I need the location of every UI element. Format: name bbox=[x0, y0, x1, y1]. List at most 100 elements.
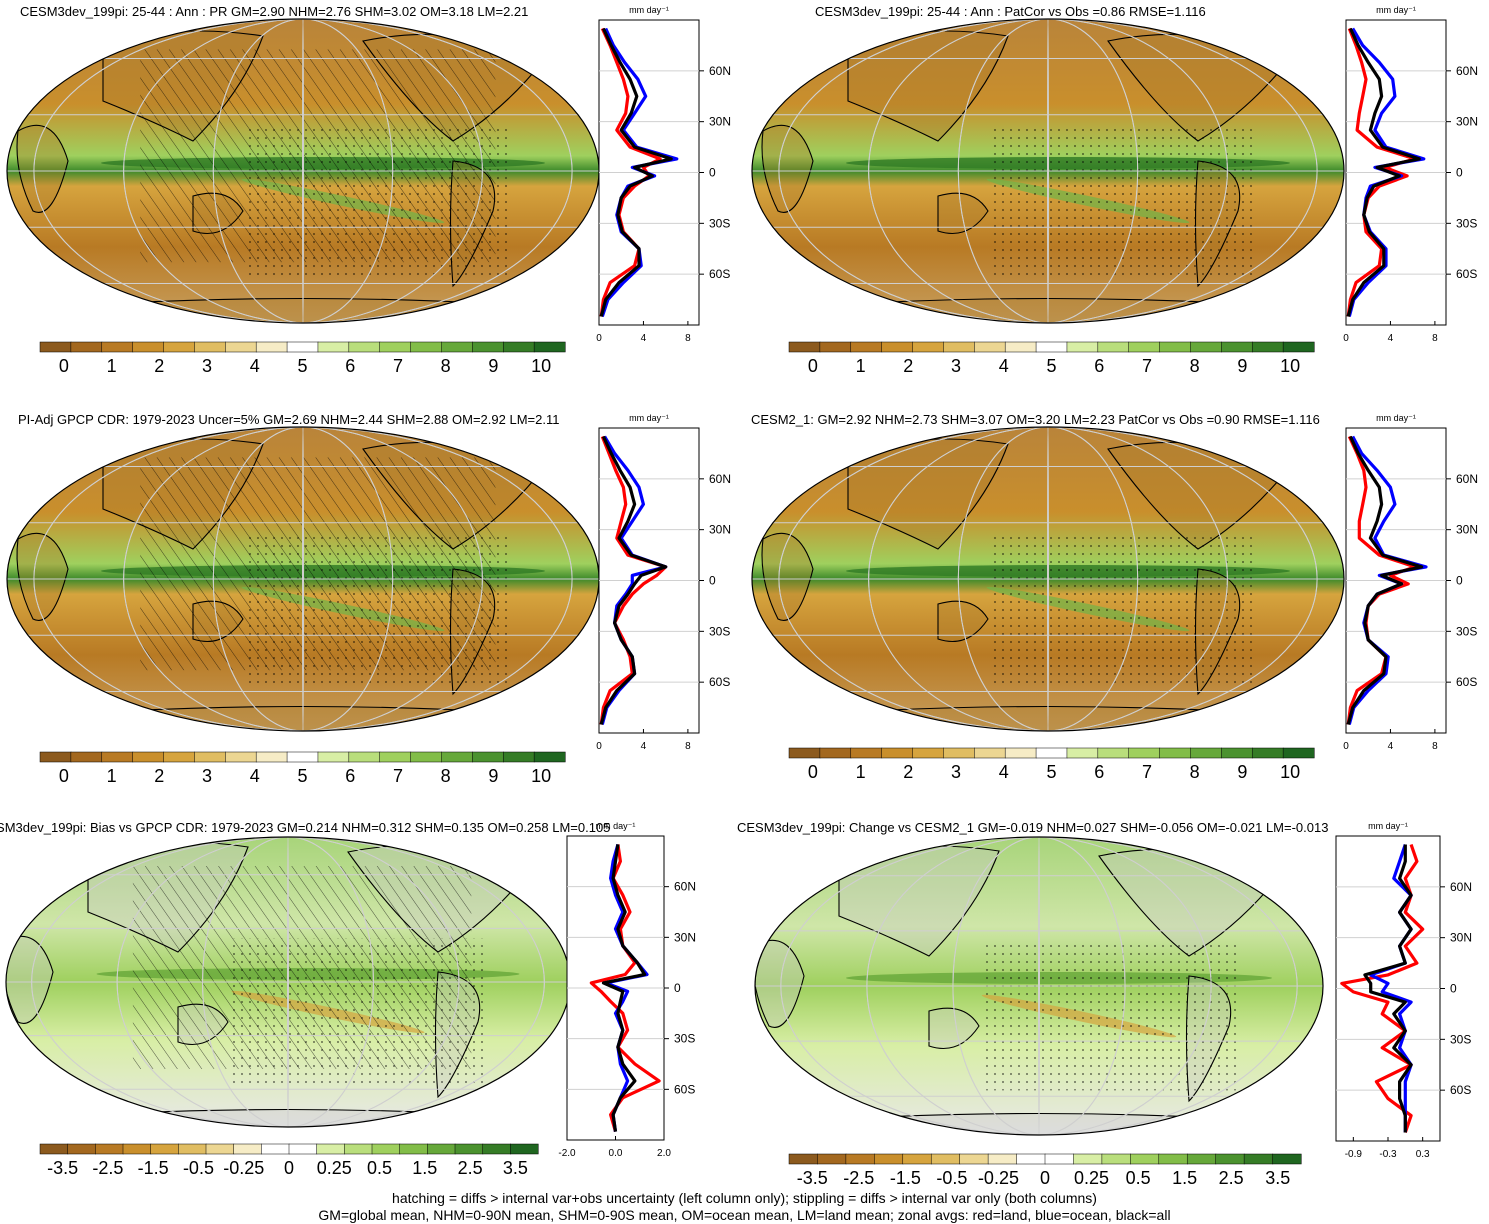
colorbar-swatch bbox=[194, 341, 226, 353]
colorbar-swatch bbox=[261, 1143, 290, 1155]
zonal-ytick-label: 30S bbox=[1456, 216, 1477, 230]
panel-figure: -3.5 -2.5 -1.5 -0.5 -0.25 0 0.25 0.5 1.5 2.5 3.5 60… bbox=[5, 821, 696, 1178]
colorbar-swatch bbox=[1190, 341, 1222, 353]
colorbar-tick-label: -3.5 bbox=[47, 1158, 78, 1178]
zonal-ytick-label: 60S bbox=[709, 267, 730, 281]
colorbar-swatch bbox=[410, 341, 443, 353]
colorbar-swatch bbox=[1004, 747, 1037, 759]
colorbar-tick-label: 0 bbox=[59, 766, 69, 786]
colorbar-swatch bbox=[454, 1143, 484, 1155]
continent-africa bbox=[761, 532, 814, 621]
continent-africa bbox=[6, 935, 54, 1024]
map bbox=[755, 837, 1323, 1135]
colorbar-tick-label: -0.5 bbox=[183, 1158, 214, 1178]
zonal-xtick-label: 0 bbox=[596, 333, 602, 344]
zonal-xtick-label: 0 bbox=[1343, 741, 1349, 752]
zonal-xtick-label: 4 bbox=[1388, 741, 1394, 752]
colorbar-swatch bbox=[482, 1143, 511, 1155]
panel-title: CESM2_1: GM=2.92 NHM=2.73 SHM=3.07 OM=3.… bbox=[751, 412, 1320, 427]
map bbox=[752, 19, 1344, 323]
zonal-series-land bbox=[599, 435, 668, 725]
colorbar-swatch bbox=[163, 341, 195, 353]
graticule-meridian bbox=[957, 427, 1139, 731]
zonal-series-all bbox=[1363, 844, 1413, 1133]
zonal-xtick-label: 8 bbox=[685, 741, 691, 752]
graticule-meridian bbox=[1047, 19, 1049, 323]
colorbar-tick-label: 4 bbox=[250, 766, 260, 786]
colorbar-tick-label: 1 bbox=[856, 762, 866, 782]
colorbar-swatch bbox=[1190, 747, 1222, 759]
zonal-ytick-label: 30S bbox=[709, 216, 730, 230]
colorbar-swatch bbox=[1004, 341, 1037, 353]
colorbar-swatch bbox=[1097, 747, 1130, 759]
colorbar-swatch bbox=[410, 751, 443, 763]
colorbar-swatch bbox=[902, 1153, 932, 1165]
colorbar-swatch bbox=[1272, 1153, 1302, 1165]
colorbar-swatch bbox=[348, 751, 381, 763]
colorbar-tick-label: 9 bbox=[1237, 356, 1247, 376]
colorbar-tick-label: 1 bbox=[107, 356, 117, 376]
colorbar-swatch bbox=[845, 1153, 875, 1165]
colorbar-swatch bbox=[819, 341, 852, 353]
colorbar-swatch bbox=[122, 1143, 152, 1155]
colorbar-swatch bbox=[194, 751, 226, 763]
colorbar-swatch bbox=[1251, 341, 1284, 353]
colorbar-tick-label: 10 bbox=[531, 766, 551, 786]
colorbar-swatch bbox=[874, 1153, 904, 1165]
zonal-ytick-label: 60S bbox=[1456, 267, 1477, 281]
graticule-meridian bbox=[33, 427, 573, 731]
continent-africa bbox=[16, 532, 69, 621]
continent-australia bbox=[928, 1007, 980, 1050]
colorbar-tick-label: 10 bbox=[1280, 762, 1300, 782]
colorbar-swatch bbox=[288, 1143, 318, 1155]
zonal-unit-label: mm day⁻¹ bbox=[1376, 5, 1416, 15]
zonal-xtick-label: -0.9 bbox=[1345, 1149, 1363, 1160]
zonal-ytick-label: 30N bbox=[1456, 523, 1478, 537]
colorbar-tick-label: 3 bbox=[202, 356, 212, 376]
colorbar-tick-label: 7 bbox=[1142, 762, 1152, 782]
colorbar-tick-label: 3.5 bbox=[503, 1158, 528, 1178]
graticule-meridian bbox=[1047, 427, 1049, 731]
zonal-ytick-label: 30N bbox=[709, 523, 731, 537]
colorbar-swatch bbox=[974, 341, 1006, 353]
colorbar-swatch bbox=[912, 341, 944, 353]
colorbar-swatch bbox=[441, 751, 473, 763]
colorbar-tick-label: -1.5 bbox=[890, 1168, 921, 1188]
colorbar-swatch bbox=[472, 751, 504, 763]
zonal-ytick-label: 0 bbox=[1450, 982, 1457, 996]
colorbar-tick-label: 6 bbox=[1094, 356, 1104, 376]
colorbar-tick-label: 5 bbox=[1046, 762, 1056, 782]
graticule-meridian bbox=[868, 427, 1228, 731]
colorbar-tick-label: 8 bbox=[1190, 762, 1200, 782]
colorbar-tick-label: 8 bbox=[441, 766, 451, 786]
colorbar-tick-label: 10 bbox=[1280, 356, 1300, 376]
graticule-meridian bbox=[866, 837, 1212, 1135]
colorbar-swatch bbox=[850, 341, 883, 353]
zonal-xtick-label: 0 bbox=[596, 741, 602, 752]
colorbar-swatch bbox=[1128, 747, 1161, 759]
colorbar-tick-label: 9 bbox=[488, 766, 498, 786]
colorbar-swatch bbox=[205, 1143, 235, 1155]
stippling bbox=[988, 125, 1256, 278]
colorbar-swatch bbox=[533, 341, 566, 353]
zonal-unit-label: mm day⁻¹ bbox=[629, 5, 669, 15]
colorbar-tick-label: 2.5 bbox=[458, 1158, 483, 1178]
colorbar-swatch bbox=[788, 1153, 818, 1165]
colorbar-swatch bbox=[101, 341, 134, 353]
zonal-series-all bbox=[1346, 27, 1421, 317]
colorbar-swatch bbox=[1035, 747, 1068, 759]
colorbar-swatch bbox=[987, 1153, 1018, 1165]
colorbar-swatch bbox=[163, 751, 195, 763]
zonal-series-all bbox=[599, 27, 673, 317]
colorbar-swatch bbox=[881, 747, 914, 759]
colorbar-swatch bbox=[316, 1143, 345, 1155]
colorbar-swatch bbox=[930, 1153, 961, 1165]
colorbar-swatch bbox=[912, 747, 944, 759]
colorbar-tick-label: 2 bbox=[903, 356, 913, 376]
colorbar-tick-label: 0 bbox=[808, 762, 818, 782]
colorbar-tick-label: 7 bbox=[393, 766, 403, 786]
stippling bbox=[243, 533, 511, 686]
zonal-ytick-label: 60N bbox=[674, 880, 696, 894]
colorbar-tick-label: -2.5 bbox=[92, 1158, 123, 1178]
colorbar-swatch bbox=[788, 341, 821, 353]
